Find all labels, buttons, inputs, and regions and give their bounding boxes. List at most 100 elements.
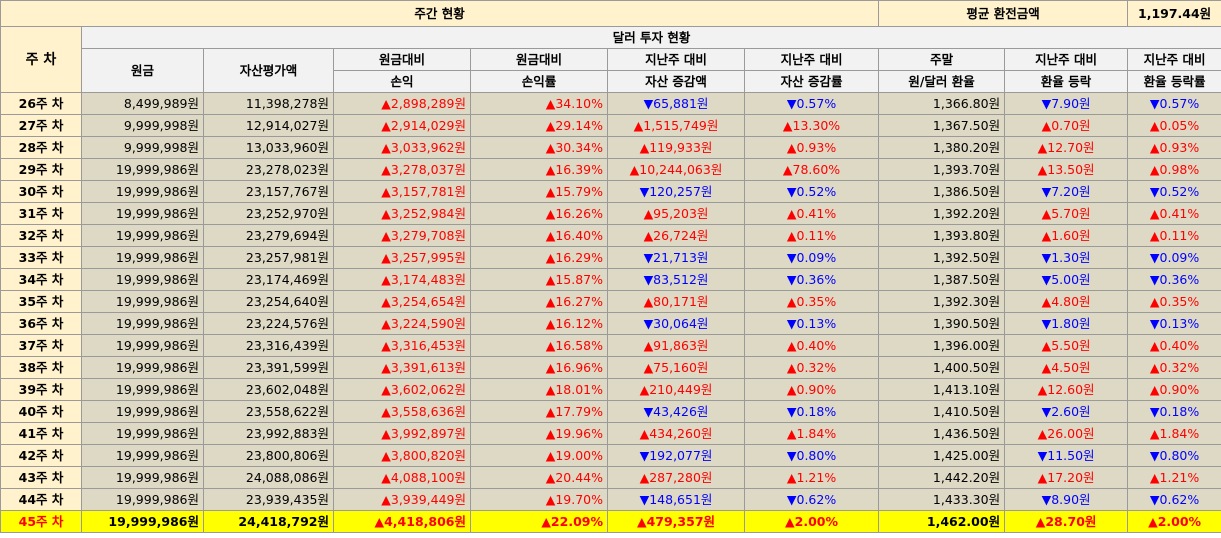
rate-change-cell: ▲5.50원 <box>1004 334 1129 357</box>
rate-change-cell: ▲4.50원 <box>1004 356 1129 379</box>
asset-change-cell: ▲210,449원 <box>607 378 745 401</box>
exchange-rate-cell: 1,436.50원 <box>878 422 1006 445</box>
principal-cell: 19,999,986원 <box>81 510 204 533</box>
rate-change-cell: ▲13.50원 <box>1004 158 1129 181</box>
rate-change-pct-cell: ▼0.57% <box>1127 92 1221 115</box>
rate-change-pct-cell: ▼0.62% <box>1127 488 1221 511</box>
week-cell: 44주 차 <box>0 488 82 511</box>
col-header-asset-change-2: 자산 증감액 <box>607 70 745 93</box>
table-row: 29주 차 19,999,986원 23,278,023원 ▲3,278,037원 ▲1… <box>0 158 1221 181</box>
pl-cell: ▲2,914,029원 <box>333 114 471 137</box>
asset-value-cell: 23,174,469원 <box>203 268 334 291</box>
pl-cell: ▲3,391,613원 <box>333 356 471 379</box>
rate-change-pct-cell: ▲0.05% <box>1127 114 1221 137</box>
exchange-rate-cell: 1,393.80원 <box>878 224 1006 247</box>
rate-change-pct-cell: ▼0.52% <box>1127 180 1221 203</box>
pl-rate-cell: ▲16.29% <box>470 246 608 269</box>
pl-rate-cell: ▲29.14% <box>470 114 608 137</box>
pl-rate-cell: ▲16.40% <box>470 224 608 247</box>
asset-change-rate-cell: ▲0.90% <box>743 378 880 401</box>
rate-change-cell: ▲26.00원 <box>1004 422 1129 445</box>
top-header-row: 주간 현황 평균 환전금액 1,197.44원 <box>0 0 1221 27</box>
rate-change-cell: ▲12.60원 <box>1004 378 1129 401</box>
pl-rate-cell: ▲30.34% <box>470 136 608 159</box>
asset-value-cell: 13,033,960원 <box>203 136 334 159</box>
rate-change-cell: ▼2.60원 <box>1004 400 1129 423</box>
asset-value-cell: 24,088,086원 <box>203 466 334 489</box>
asset-change-rate-cell: ▲0.41% <box>743 202 880 225</box>
asset-change-cell: ▼83,512원 <box>607 268 745 291</box>
col-header-asset-change-1: 지난주 대비 <box>607 48 745 71</box>
pl-rate-cell: ▲18.01% <box>470 378 608 401</box>
week-cell: 27주 차 <box>0 114 82 137</box>
asset-change-rate-cell: ▼0.80% <box>743 444 880 467</box>
asset-value-cell: 11,398,278원 <box>203 92 334 115</box>
pl-cell: ▲3,157,781원 <box>333 180 471 203</box>
rate-change-pct-cell: ▲0.90% <box>1127 378 1221 401</box>
asset-change-cell: ▼148,651원 <box>607 488 745 511</box>
col-header-pl-rate-2: 손익률 <box>470 70 608 93</box>
pl-cell: ▲3,033,962원 <box>333 136 471 159</box>
asset-change-cell: ▼120,257원 <box>607 180 745 203</box>
exchange-rate-cell: 1,462.00원 <box>878 510 1006 533</box>
pl-rate-cell: ▲15.79% <box>470 180 608 203</box>
rate-change-pct-cell: ▲0.35% <box>1127 290 1221 313</box>
asset-change-rate-cell: ▲0.32% <box>743 356 880 379</box>
principal-cell: 19,999,986원 <box>81 400 204 423</box>
pl-rate-cell: ▲15.87% <box>470 268 608 291</box>
rate-change-pct-cell: ▲0.41% <box>1127 202 1221 225</box>
rate-change-cell: ▼1.80원 <box>1004 312 1129 335</box>
col-header-rate-change-2: 환율 등락 <box>1004 70 1129 93</box>
asset-change-cell: ▼65,881원 <box>607 92 745 115</box>
col-header-asset-change-rate-2: 자산 증감률 <box>743 70 880 93</box>
asset-value-cell: 23,602,048원 <box>203 378 334 401</box>
exchange-rate-cell: 1,366.80원 <box>878 92 1006 115</box>
table-row: 31주 차 19,999,986원 23,252,970원 ▲3,252,984원 ▲1… <box>0 202 1221 225</box>
week-cell: 34주 차 <box>0 268 82 291</box>
principal-cell: 19,999,986원 <box>81 268 204 291</box>
principal-cell: 19,999,986원 <box>81 180 204 203</box>
pl-rate-cell: ▲34.10% <box>470 92 608 115</box>
exchange-rate-cell: 1,392.50원 <box>878 246 1006 269</box>
rate-change-pct-cell: ▲0.98% <box>1127 158 1221 181</box>
week-cell: 28주 차 <box>0 136 82 159</box>
exchange-rate-cell: 1,425.00원 <box>878 444 1006 467</box>
pl-rate-cell: ▲22.09% <box>470 510 608 533</box>
asset-change-rate-cell: ▼0.57% <box>743 92 880 115</box>
asset-value-cell: 24,418,792원 <box>203 510 334 533</box>
exchange-rate-cell: 1,392.30원 <box>878 290 1006 313</box>
asset-change-cell: ▲10,244,063원 <box>607 158 745 181</box>
rate-change-cell: ▲4.80원 <box>1004 290 1129 313</box>
table-row: 27주 차 9,999,998원 12,914,027원 ▲2,914,029원 ▲29… <box>0 114 1221 137</box>
pl-cell: ▲3,224,590원 <box>333 312 471 335</box>
asset-value-cell: 23,992,883원 <box>203 422 334 445</box>
pl-rate-cell: ▲16.58% <box>470 334 608 357</box>
asset-value-cell: 23,254,640원 <box>203 290 334 313</box>
pl-rate-cell: ▲16.26% <box>470 202 608 225</box>
table-row: 32주 차 19,999,986원 23,279,694원 ▲3,279,708원 ▲1… <box>0 224 1221 247</box>
rate-change-cell: ▲0.70원 <box>1004 114 1129 137</box>
rate-change-cell: ▼7.20원 <box>1004 180 1129 203</box>
col-header-pl-rate-1: 원금대비 <box>470 48 608 71</box>
table-row: 26주 차 8,499,989원 11,398,278원 ▲2,898,289원 ▲34… <box>0 92 1221 115</box>
week-cell: 30주 차 <box>0 180 82 203</box>
pl-cell: ▲3,278,037원 <box>333 158 471 181</box>
asset-change-cell: ▲91,863원 <box>607 334 745 357</box>
pl-cell: ▲3,558,636원 <box>333 400 471 423</box>
asset-change-rate-cell: ▼0.36% <box>743 268 880 291</box>
col-header-rate-change-1: 지난주 대비 <box>1004 48 1129 71</box>
rate-change-pct-cell: ▼0.13% <box>1127 312 1221 335</box>
col-header-asset-change-rate-1: 지난주 대비 <box>743 48 880 71</box>
rate-change-pct-cell: ▼0.36% <box>1127 268 1221 291</box>
pl-cell: ▲3,252,984원 <box>333 202 471 225</box>
principal-cell: 19,999,986원 <box>81 312 204 335</box>
asset-change-cell: ▼192,077원 <box>607 444 745 467</box>
pl-cell: ▲3,174,483원 <box>333 268 471 291</box>
pl-cell: ▲3,800,820원 <box>333 444 471 467</box>
asset-value-cell: 12,914,027원 <box>203 114 334 137</box>
asset-value-cell: 23,157,767원 <box>203 180 334 203</box>
principal-cell: 19,999,986원 <box>81 158 204 181</box>
asset-value-cell: 23,316,439원 <box>203 334 334 357</box>
table-row: 42주 차 19,999,986원 23,800,806원 ▲3,800,820원 ▲1… <box>0 444 1221 467</box>
pl-cell: ▲3,992,897원 <box>333 422 471 445</box>
